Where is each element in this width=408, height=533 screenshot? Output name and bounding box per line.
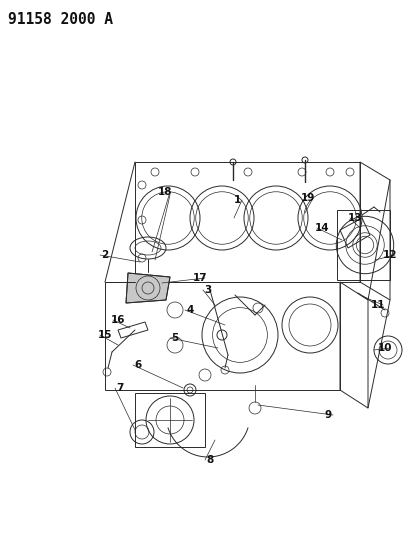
Text: 16: 16: [111, 315, 125, 325]
Text: 3: 3: [204, 285, 212, 295]
Text: 9: 9: [324, 410, 332, 420]
Text: 12: 12: [383, 250, 397, 260]
Text: 91158 2000 A: 91158 2000 A: [8, 12, 113, 27]
Text: 18: 18: [158, 187, 172, 197]
Text: 1: 1: [233, 195, 241, 205]
Text: 5: 5: [171, 333, 179, 343]
Text: 8: 8: [206, 455, 214, 465]
Text: 17: 17: [193, 273, 207, 283]
Text: 19: 19: [301, 193, 315, 203]
Text: 4: 4: [186, 305, 194, 315]
Text: 11: 11: [371, 300, 385, 310]
Text: 7: 7: [116, 383, 124, 393]
Text: 14: 14: [315, 223, 329, 233]
Text: 6: 6: [134, 360, 142, 370]
Text: 10: 10: [378, 343, 392, 353]
Text: 2: 2: [101, 250, 109, 260]
Text: 13: 13: [348, 213, 362, 223]
Polygon shape: [126, 273, 170, 303]
Text: 15: 15: [98, 330, 112, 340]
